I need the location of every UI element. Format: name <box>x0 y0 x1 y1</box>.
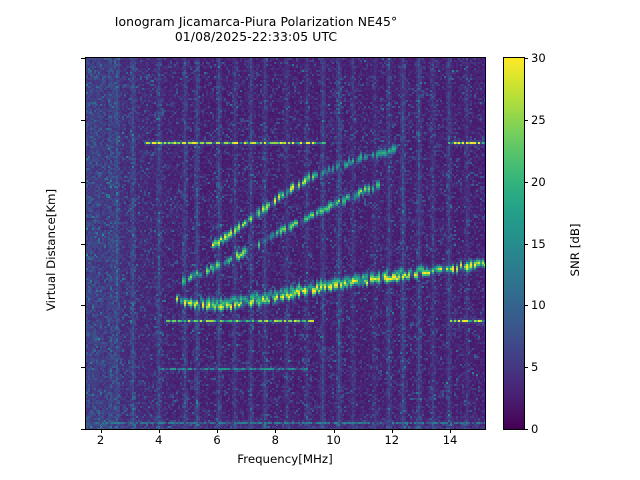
y-tick-mark <box>81 305 85 307</box>
y-tick-mark <box>81 58 85 59</box>
x-tick-mark <box>158 429 160 433</box>
y-tick-mark <box>81 119 85 121</box>
title-line-1: Ionogram Jicamarca-Piura Polarization NE… <box>114 14 398 29</box>
x-tick-mark <box>275 429 277 433</box>
colorbar-tick-mark <box>524 367 528 369</box>
colorbar-tick-mark <box>524 429 528 430</box>
y-tick-mark <box>81 243 85 245</box>
colorbar-tick-label: 20 <box>531 174 546 189</box>
x-tick-mark <box>450 429 452 433</box>
x-tick-mark <box>391 429 393 433</box>
colorbar-tick-label: 5 <box>531 360 539 375</box>
colorbar-tick-mark <box>524 181 528 183</box>
y-axis-label: Virtual Distance[Km] <box>44 188 58 312</box>
x-tick-label: 8 <box>271 433 279 447</box>
colorbar-tick-mark <box>524 243 528 245</box>
x-tick-label: 10 <box>326 433 341 447</box>
colorbar-tick-mark <box>524 119 528 121</box>
colorbar-tick-label: 25 <box>531 112 546 127</box>
colorbar-tick-label: 10 <box>531 298 546 313</box>
colorbar-tick-label: 0 <box>531 422 539 436</box>
x-tick-label: 6 <box>213 433 221 447</box>
x-tick-mark <box>100 429 102 433</box>
ionogram-heatmap <box>86 58 485 429</box>
x-tick-label: 4 <box>155 433 163 447</box>
x-axis-label: Frequency[MHz] <box>237 452 333 466</box>
x-tick-label: 12 <box>384 433 400 447</box>
x-tick-mark <box>217 429 219 433</box>
colorbar-tick-mark <box>524 58 528 59</box>
colorbar-gradient <box>504 58 524 429</box>
title-line-2: 01/08/2025-22:33:05 UTC <box>174 29 338 44</box>
y-tick-mark <box>81 181 85 183</box>
x-tick-mark <box>333 429 335 433</box>
colorbar[interactable] <box>503 57 525 430</box>
ionogram-plot-area[interactable] <box>85 57 486 430</box>
x-tick-label: 14 <box>442 433 458 447</box>
chart-title: Ionogram Jicamarca-Piura Polarization NE… <box>0 14 512 44</box>
y-tick-mark <box>81 429 85 430</box>
colorbar-tick-mark <box>524 305 528 307</box>
colorbar-tick-label: 15 <box>531 236 546 251</box>
x-tick-label: 2 <box>96 433 105 447</box>
y-tick-mark <box>81 367 85 369</box>
colorbar-tick-label: 30 <box>531 51 546 65</box>
